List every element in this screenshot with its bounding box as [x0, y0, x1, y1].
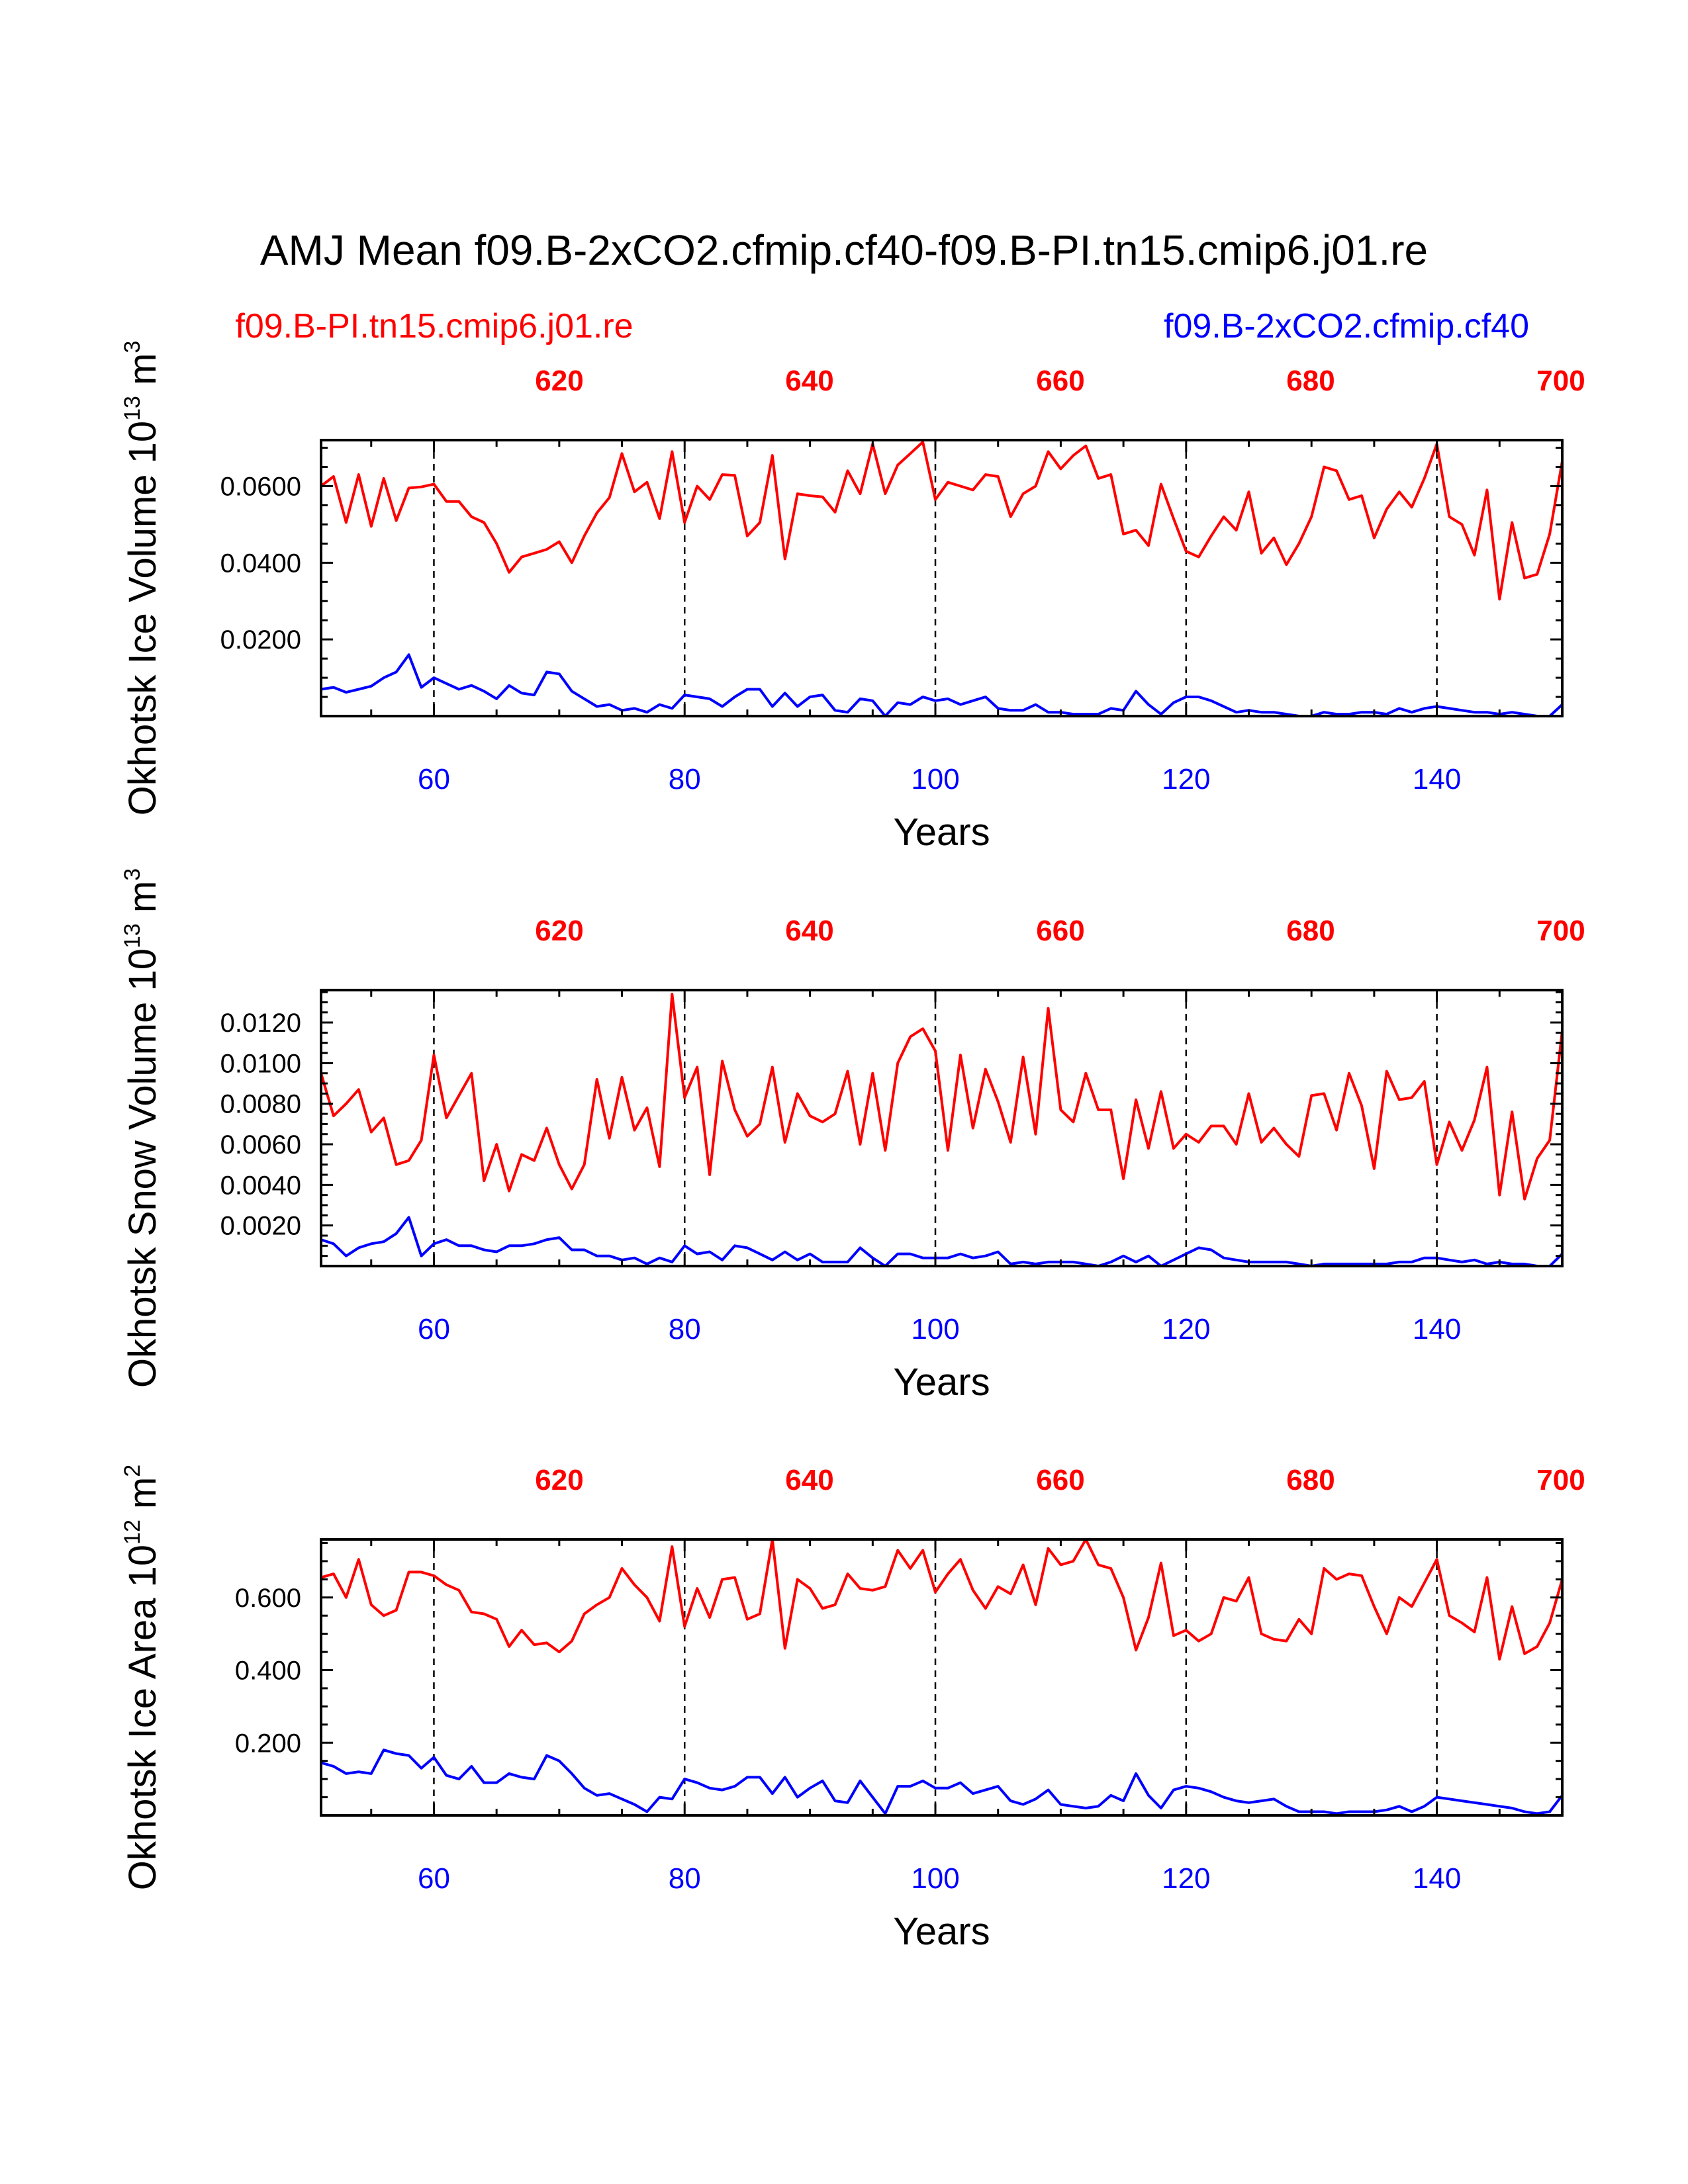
x-axis-label: Years	[893, 1361, 990, 1404]
top-tick-label: 620	[535, 365, 583, 397]
x-tick-label: 100	[911, 763, 959, 796]
series-line-blue	[320, 653, 1564, 717]
panel-ice-volume: 60 80 100 120 140 620 640 660 680 700 0.0200 0.0400…	[120, 341, 1585, 854]
top-tick-label: 680	[1286, 365, 1335, 397]
top-tick-label: 700	[1536, 1464, 1585, 1496]
top-tick-label: 680	[1286, 915, 1335, 947]
chart-title: AMJ Mean f09.B-2xCO2.cfmip.cf40-f09.B-PI…	[260, 226, 1428, 274]
y-tick-label: 0.0080	[220, 1090, 301, 1119]
x-tick-label: 60	[418, 1862, 450, 1895]
y-tick-label: 0.600	[235, 1584, 301, 1613]
top-tick-label: 680	[1286, 1464, 1335, 1496]
panel-snow-volume: 60 80 100 120 140 620 640 660 680 700 0.0020 0.0040…	[120, 868, 1585, 1404]
top-tick-label: 660	[1036, 365, 1084, 397]
top-tick-label: 620	[535, 1464, 583, 1496]
x-tick-label: 120	[1162, 763, 1210, 796]
x-tick-label: 60	[418, 763, 450, 796]
x-tick-label: 140	[1413, 1313, 1461, 1345]
y-axis-label: Okhotsk Snow Volume 1013 m3	[120, 868, 164, 1388]
y-tick-label: 0.200	[235, 1729, 301, 1758]
y-tick-label: 0.0200	[220, 625, 301, 655]
y-tick-label: 0.0100	[220, 1049, 301, 1078]
x-tick-label: 80	[669, 1313, 701, 1345]
y-tick-label: 0.0060	[220, 1130, 301, 1160]
x-tick-label: 80	[669, 1862, 701, 1895]
y-tick-label: 0.0020	[220, 1212, 301, 1241]
y-tick-label: 0.0040	[220, 1171, 301, 1200]
panel-ice-area: 60 80 100 120 140 620 640 660 680 700 0.200 0.400 0.…	[120, 1464, 1585, 1953]
plot-frame	[320, 989, 1564, 1267]
top-tick-label: 660	[1036, 915, 1084, 947]
top-tick-label: 640	[785, 915, 833, 947]
x-tick-label: 120	[1162, 1313, 1210, 1345]
legend-blue-label: f09.B-2xCO2.cfmip.cf40	[1164, 307, 1529, 345]
top-tick-label: 640	[785, 1464, 833, 1496]
series-line-blue	[320, 1749, 1564, 1815]
legend-red-label: f09.B-PI.tn15.cmip6.j01.re	[235, 307, 633, 345]
x-tick-label: 80	[669, 763, 701, 796]
x-tick-label: 100	[911, 1862, 959, 1895]
plot-frame	[320, 1538, 1564, 1817]
y-axis-label: Okhotsk Ice Volume 1013 m3	[120, 341, 164, 816]
y-tick-label: 0.0400	[220, 549, 301, 578]
series-line-red	[320, 1538, 1564, 1661]
x-tick-label: 140	[1413, 1862, 1461, 1895]
x-tick-label: 100	[911, 1313, 959, 1345]
top-tick-label: 640	[785, 365, 833, 397]
plot-frame	[320, 439, 1564, 717]
top-tick-label: 700	[1536, 365, 1585, 397]
x-tick-label: 140	[1413, 763, 1461, 796]
y-tick-label: 0.0120	[220, 1009, 301, 1038]
top-tick-label: 660	[1036, 1464, 1084, 1496]
x-tick-label: 60	[418, 1313, 450, 1345]
y-axis-label: Okhotsk Ice Area 1012 m2	[120, 1465, 164, 1890]
x-tick-label: 120	[1162, 1862, 1210, 1895]
y-tick-label: 0.0600	[220, 473, 301, 502]
top-tick-label: 620	[535, 915, 583, 947]
y-tick-label: 0.400	[235, 1657, 301, 1686]
top-tick-label: 700	[1536, 915, 1585, 947]
x-axis-label: Years	[893, 811, 990, 854]
series-line-red	[320, 993, 1564, 1201]
series-line-red	[320, 440, 1564, 601]
x-axis-label: Years	[893, 1910, 990, 1953]
series-line-blue	[320, 1216, 1564, 1267]
